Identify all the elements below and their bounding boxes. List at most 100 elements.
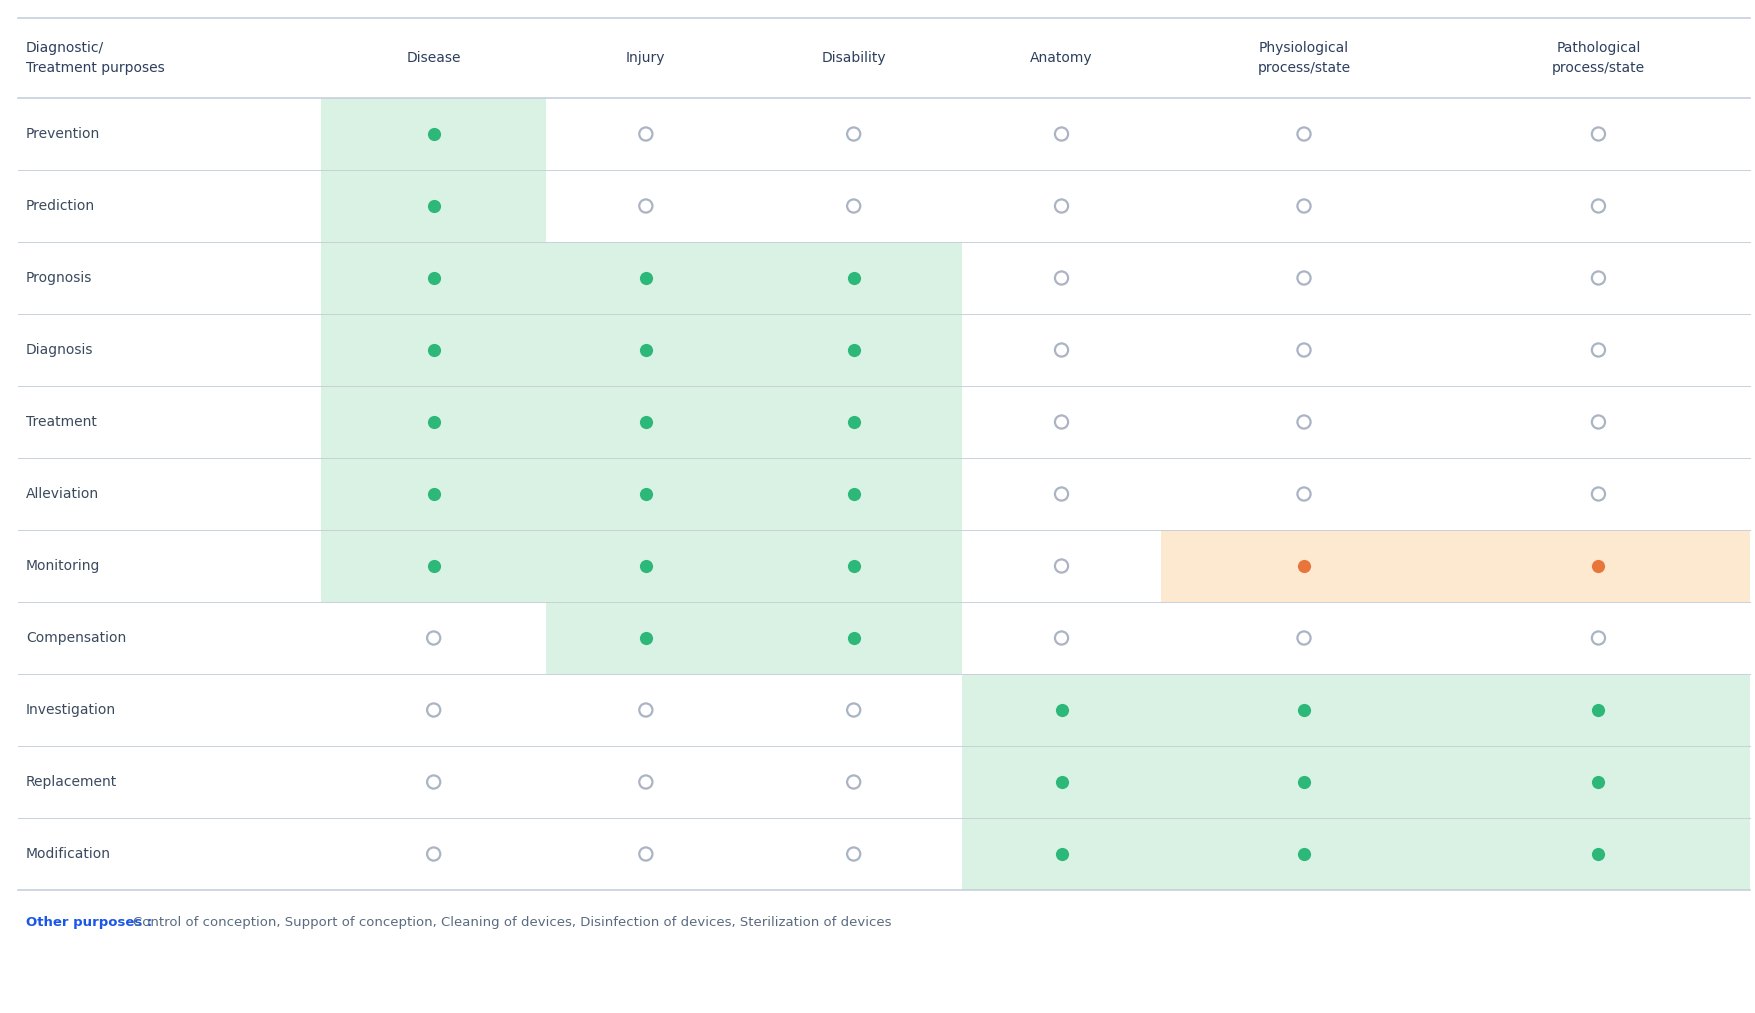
Point xyxy=(839,774,867,790)
Point xyxy=(419,198,448,214)
Text: Modification: Modification xyxy=(26,847,111,861)
Point xyxy=(419,774,448,790)
Text: Diagnostic/
Treatment purposes: Diagnostic/ Treatment purposes xyxy=(26,42,165,75)
Bar xyxy=(1162,674,1446,746)
Point xyxy=(1585,630,1613,646)
Point xyxy=(839,558,867,574)
Point xyxy=(1585,702,1613,718)
Point xyxy=(1585,846,1613,862)
Point xyxy=(839,630,867,646)
Point xyxy=(839,702,867,718)
Point xyxy=(419,846,448,862)
Point xyxy=(1290,702,1318,718)
Point xyxy=(1585,414,1613,431)
Point xyxy=(1048,486,1076,502)
Bar xyxy=(546,458,746,530)
Bar xyxy=(962,746,1162,819)
Point xyxy=(1585,126,1613,142)
Point xyxy=(1290,126,1318,142)
Point xyxy=(1585,198,1613,214)
Point xyxy=(839,269,867,286)
Bar xyxy=(746,242,962,314)
Bar xyxy=(546,530,746,602)
Point xyxy=(1290,486,1318,502)
Bar xyxy=(321,170,546,242)
Point xyxy=(632,774,660,790)
Bar xyxy=(321,242,546,314)
Text: Compensation: Compensation xyxy=(26,631,126,645)
Point xyxy=(839,198,867,214)
Point xyxy=(632,126,660,142)
Point xyxy=(419,414,448,431)
Point xyxy=(1290,269,1318,286)
Point xyxy=(419,486,448,502)
Point xyxy=(1048,342,1076,359)
Point xyxy=(632,342,660,359)
Point xyxy=(1048,269,1076,286)
Point xyxy=(632,486,660,502)
Text: Anatomy: Anatomy xyxy=(1030,51,1093,65)
Bar xyxy=(546,602,746,674)
Bar xyxy=(1446,530,1750,602)
Text: Control of conception, Support of conception, Cleaning of devices, Disinfection : Control of conception, Support of concep… xyxy=(133,916,892,929)
Point xyxy=(1048,414,1076,431)
Point xyxy=(1585,774,1613,790)
Bar xyxy=(546,242,746,314)
Text: Monitoring: Monitoring xyxy=(26,559,100,573)
Point xyxy=(632,702,660,718)
Point xyxy=(419,702,448,718)
Text: Prediction: Prediction xyxy=(26,199,95,213)
Point xyxy=(1290,342,1318,359)
Point xyxy=(632,269,660,286)
Bar xyxy=(746,530,962,602)
Text: Physiological
process/state: Physiological process/state xyxy=(1257,42,1351,75)
Point xyxy=(1290,846,1318,862)
Text: Investigation: Investigation xyxy=(26,703,116,717)
Bar xyxy=(321,314,546,386)
Bar xyxy=(746,602,962,674)
Bar xyxy=(546,314,746,386)
Point xyxy=(1048,198,1076,214)
Point xyxy=(1290,198,1318,214)
Text: Alleviation: Alleviation xyxy=(26,487,98,501)
Text: Diagnosis: Diagnosis xyxy=(26,343,93,357)
Text: Prognosis: Prognosis xyxy=(26,271,93,285)
Point xyxy=(839,126,867,142)
Point xyxy=(1290,414,1318,431)
Point xyxy=(839,486,867,502)
Bar xyxy=(962,674,1162,746)
Bar xyxy=(1446,819,1750,890)
Point xyxy=(419,126,448,142)
Bar xyxy=(1162,819,1446,890)
Bar xyxy=(1446,746,1750,819)
Point xyxy=(632,558,660,574)
Point xyxy=(1290,774,1318,790)
Point xyxy=(419,630,448,646)
Point xyxy=(632,198,660,214)
Bar xyxy=(321,98,546,170)
Bar xyxy=(1162,530,1446,602)
Point xyxy=(839,414,867,431)
Point xyxy=(1290,558,1318,574)
Text: Treatment: Treatment xyxy=(26,415,97,428)
Bar xyxy=(746,314,962,386)
Point xyxy=(632,630,660,646)
Point xyxy=(1585,269,1613,286)
Point xyxy=(1585,342,1613,359)
Text: Disease: Disease xyxy=(407,51,462,65)
Point xyxy=(1048,126,1076,142)
Bar xyxy=(962,819,1162,890)
Text: Injury: Injury xyxy=(627,51,665,65)
Point xyxy=(1585,486,1613,502)
Bar xyxy=(321,530,546,602)
Bar xyxy=(1446,674,1750,746)
Text: Pathological
process/state: Pathological process/state xyxy=(1551,42,1644,75)
Point xyxy=(1048,630,1076,646)
Bar xyxy=(746,458,962,530)
Text: Prevention: Prevention xyxy=(26,127,100,141)
Point xyxy=(632,414,660,431)
Bar xyxy=(321,458,546,530)
Text: Replacement: Replacement xyxy=(26,775,118,789)
Point xyxy=(1048,558,1076,574)
Point xyxy=(1048,702,1076,718)
